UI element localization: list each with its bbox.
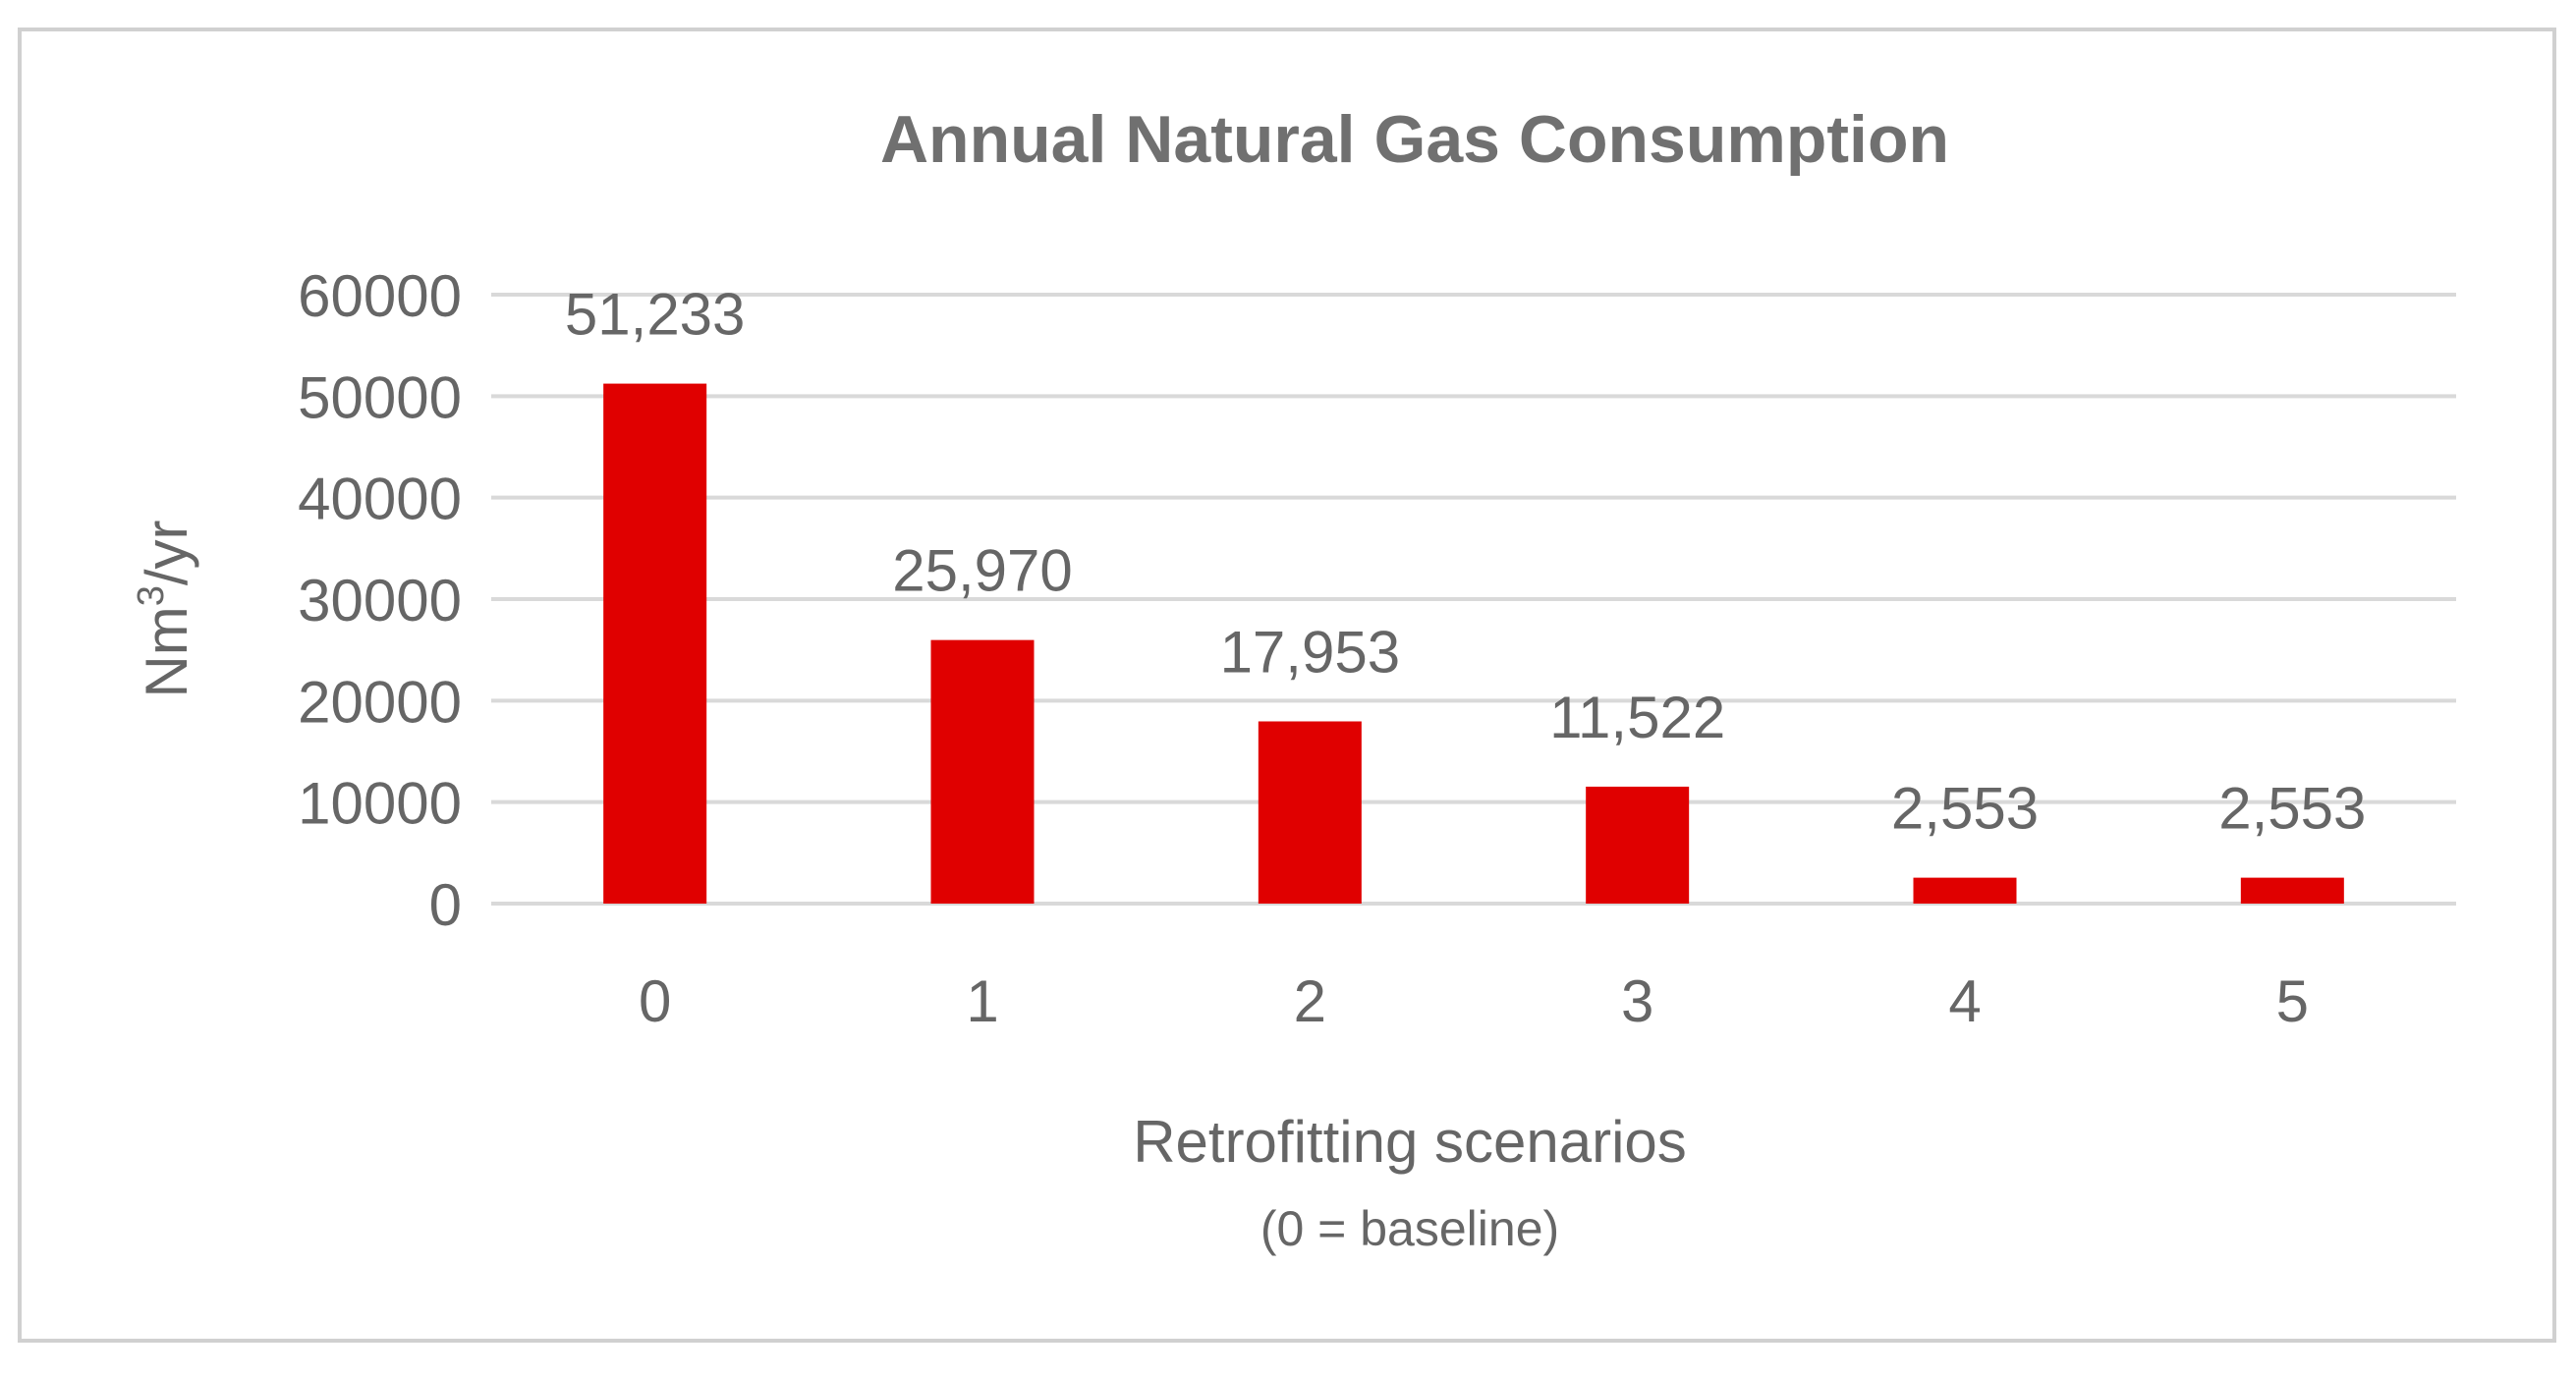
chart-title: Annual Natural Gas Consumption	[880, 102, 1949, 177]
x-tick-0: 0	[639, 968, 671, 1034]
y-axis-label-tail: /yr	[134, 520, 199, 585]
x-axis-sublabel: (0 = baseline)	[1260, 1201, 1559, 1256]
data-label-3: 11,522	[1549, 685, 1725, 750]
data-label-4: 2,553	[1891, 776, 2039, 842]
x-tick-3: 3	[1621, 968, 1653, 1034]
data-labels: 51,233 25,970 17,953 11,522 2,553 2,553	[565, 282, 2367, 842]
data-label-2: 17,953	[1220, 619, 1401, 685]
y-tick-50000: 50000	[298, 364, 462, 430]
y-axis-label: Nm3/yr	[131, 520, 199, 697]
x-tick-1: 1	[966, 968, 998, 1034]
data-label-5: 2,553	[2218, 776, 2366, 842]
bar-4	[1913, 877, 2017, 904]
bar-1	[930, 639, 1035, 904]
bar-2	[1258, 721, 1362, 904]
y-axis-label-sup: 3	[131, 585, 172, 606]
y-tick-40000: 40000	[298, 467, 462, 532]
x-tick-5: 5	[2276, 968, 2309, 1034]
data-label-1: 25,970	[892, 538, 1073, 604]
y-tick-30000: 30000	[298, 568, 462, 633]
x-tick-2: 2	[1294, 968, 1326, 1034]
y-tick-20000: 20000	[298, 669, 462, 735]
chart-border	[18, 28, 2556, 1343]
bar-5	[2240, 877, 2344, 904]
gridlines	[491, 293, 2456, 906]
bar-3	[1586, 786, 1690, 904]
x-tick-labels: 0 1 2 3 4 5	[639, 968, 2309, 1034]
y-tick-60000: 60000	[298, 263, 462, 329]
x-axis-label: Retrofitting scenarios	[1133, 1109, 1687, 1175]
y-tick-10000: 10000	[298, 771, 462, 837]
y-axis-label-base: Nm	[134, 606, 199, 697]
bars	[603, 383, 2344, 904]
x-tick-4: 4	[1948, 968, 1981, 1034]
data-label-0: 51,233	[565, 282, 746, 348]
y-tick-0: 0	[429, 872, 462, 938]
y-tick-labels: 0 10000 20000 30000 40000 50000 60000	[298, 263, 462, 938]
bar-0	[603, 383, 707, 904]
